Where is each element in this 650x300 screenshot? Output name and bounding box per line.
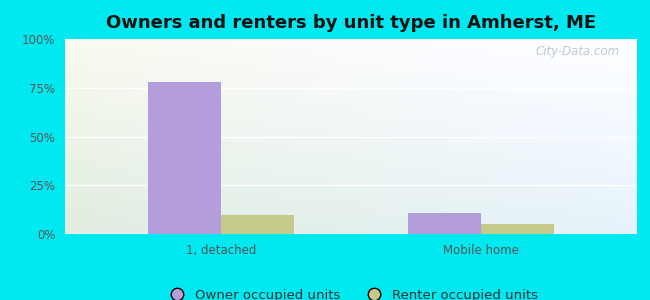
Bar xyxy=(481,224,554,234)
Text: City-Data.com: City-Data.com xyxy=(536,45,620,58)
Bar xyxy=(221,214,294,234)
Bar xyxy=(408,212,481,234)
Bar xyxy=(148,82,221,234)
Title: Owners and renters by unit type in Amherst, ME: Owners and renters by unit type in Amher… xyxy=(106,14,596,32)
Legend: Owner occupied units, Renter occupied units: Owner occupied units, Renter occupied un… xyxy=(159,284,543,300)
